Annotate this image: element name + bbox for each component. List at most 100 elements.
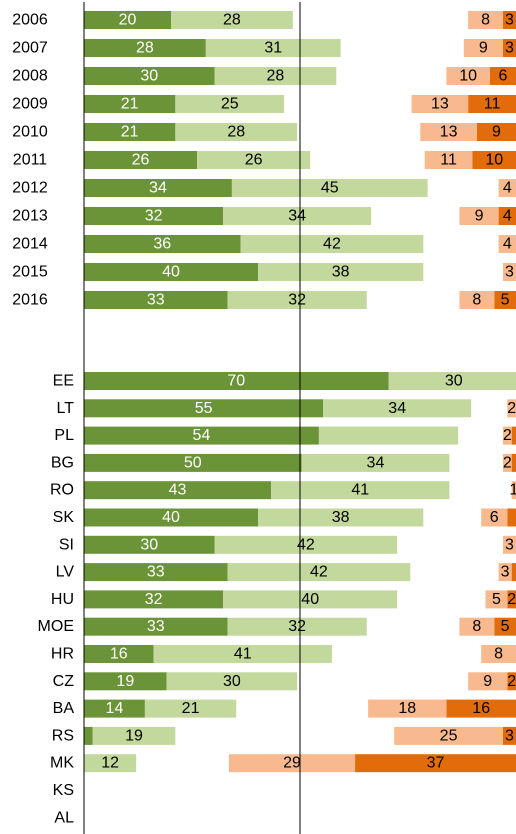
bar-positive-dark bbox=[84, 291, 228, 309]
bar-negative-light bbox=[502, 535, 516, 554]
bar-negative-dark bbox=[355, 754, 516, 773]
bar-positive-dark bbox=[84, 426, 319, 445]
bar-positive-dark bbox=[84, 263, 258, 281]
category-label: 2006 bbox=[12, 12, 48, 29]
data-label-positive-dark: 33 bbox=[147, 564, 165, 581]
data-label-positive-light: 41 bbox=[234, 646, 252, 663]
bar-negative-light bbox=[468, 11, 503, 29]
data-label-positive-light: 30 bbox=[223, 673, 241, 690]
data-label-negative-light: 25 bbox=[440, 727, 458, 744]
bar-positive-dark bbox=[84, 617, 228, 636]
bar-positive-light bbox=[231, 179, 428, 197]
category-label: 2015 bbox=[12, 264, 48, 281]
bar-negative-dark bbox=[511, 426, 516, 445]
bar-positive-light bbox=[166, 672, 298, 691]
data-label-positive-light: 32 bbox=[288, 292, 306, 309]
bar-positive-dark bbox=[84, 535, 215, 554]
bar-negative-light bbox=[420, 123, 477, 141]
bar-negative-light bbox=[463, 39, 503, 57]
data-label-negative-dark: 10 bbox=[485, 152, 503, 169]
bar-negative-dark bbox=[498, 207, 516, 225]
bar-negative-light bbox=[498, 179, 516, 197]
bar-positive-dark bbox=[84, 39, 206, 57]
data-label-positive-dark: 30 bbox=[140, 68, 158, 85]
bar-negative-light bbox=[446, 67, 490, 85]
data-label-negative-dark: 16 bbox=[472, 700, 490, 717]
bar-positive-dark bbox=[84, 151, 198, 169]
data-label-negative-dark: 3 bbox=[505, 40, 514, 57]
category-label: MK bbox=[50, 755, 74, 772]
category-label: AL bbox=[54, 809, 74, 826]
bar-positive-light bbox=[258, 263, 424, 281]
bar-positive-light bbox=[175, 95, 285, 113]
category-label: BA bbox=[53, 700, 75, 717]
data-label-negative-light: 10 bbox=[459, 68, 477, 85]
data-label-positive-light: 42 bbox=[310, 564, 328, 581]
category-label: HR bbox=[51, 646, 74, 663]
bar-positive-light bbox=[323, 399, 472, 418]
bar-positive-light bbox=[318, 426, 459, 445]
bar-negative-dark bbox=[502, 11, 516, 29]
data-label-positive-dark: 16 bbox=[110, 646, 128, 663]
data-label-negative-light: 1 bbox=[509, 482, 516, 499]
data-label-positive-light: 45 bbox=[321, 180, 339, 197]
bar-negative-light bbox=[459, 617, 495, 636]
data-label-positive-light: 38 bbox=[332, 264, 350, 281]
bar-negative-dark bbox=[507, 508, 516, 527]
category-label: EE bbox=[53, 373, 74, 390]
data-label-positive-dark: 40 bbox=[162, 509, 180, 526]
bar-positive-light bbox=[227, 291, 367, 309]
bar-negative-dark bbox=[507, 672, 516, 691]
category-label: HU bbox=[51, 591, 74, 608]
bar-negative-dark bbox=[446, 699, 516, 718]
bar-negative-light bbox=[481, 508, 508, 527]
category-label: BG bbox=[51, 454, 74, 471]
data-label-negative-light: 18 bbox=[398, 700, 416, 717]
data-label-negative-light: 2 bbox=[503, 454, 512, 471]
data-label-negative-light: 9 bbox=[483, 673, 492, 690]
data-label-positive-dark: 40 bbox=[162, 264, 180, 281]
bar-negative-light bbox=[498, 563, 512, 582]
data-label-positive-light: 19 bbox=[125, 727, 143, 744]
data-label-negative-light: 4 bbox=[503, 236, 512, 253]
bar-negative-light bbox=[459, 291, 495, 309]
bar-negative-light bbox=[481, 645, 516, 663]
data-label-negative-light: 5 bbox=[492, 591, 501, 608]
data-label-positive-light: 42 bbox=[297, 536, 315, 553]
category-label: 2007 bbox=[12, 40, 48, 57]
data-label-negative-dark: 11 bbox=[484, 96, 501, 113]
bar-negative-dark bbox=[489, 67, 516, 85]
data-label-positive-light: 40 bbox=[301, 591, 319, 608]
data-label-positive-dark: 30 bbox=[140, 536, 158, 553]
bar-negative-light bbox=[507, 399, 516, 418]
bar-positive-dark bbox=[84, 699, 145, 718]
data-label-negative-dark: 2 bbox=[507, 591, 516, 608]
bar-negative-dark bbox=[472, 151, 516, 169]
data-label-negative-light: 2 bbox=[503, 427, 512, 444]
category-label: 2009 bbox=[12, 96, 48, 113]
category-label: CZ bbox=[53, 673, 75, 690]
bar-negative-light bbox=[502, 453, 512, 472]
data-label-negative-light: 29 bbox=[283, 755, 301, 772]
bar-negative-light bbox=[424, 151, 473, 169]
bar-negative-light bbox=[459, 207, 499, 225]
data-label-negative-light: 13 bbox=[431, 96, 449, 113]
data-label-positive-light: 25 bbox=[221, 96, 239, 113]
data-label-negative-light: 3 bbox=[505, 536, 514, 553]
data-label-negative-light: 9 bbox=[475, 208, 484, 225]
data-label-negative-light: 4 bbox=[503, 180, 512, 197]
category-label: 2014 bbox=[12, 236, 48, 253]
category-label: LV bbox=[56, 564, 75, 581]
category-label: MOE bbox=[38, 618, 74, 635]
data-label-positive-dark: 50 bbox=[184, 454, 202, 471]
bar-negative-light bbox=[394, 726, 503, 745]
bar-negative-dark bbox=[507, 590, 516, 609]
data-label-positive-light: 12 bbox=[101, 755, 119, 772]
bar-positive-light bbox=[171, 11, 293, 29]
data-label-negative-dark: 5 bbox=[501, 292, 510, 309]
bar-positive-dark bbox=[84, 179, 232, 197]
data-label-negative-light: 9 bbox=[479, 40, 488, 57]
bar-negative-light bbox=[502, 263, 516, 281]
